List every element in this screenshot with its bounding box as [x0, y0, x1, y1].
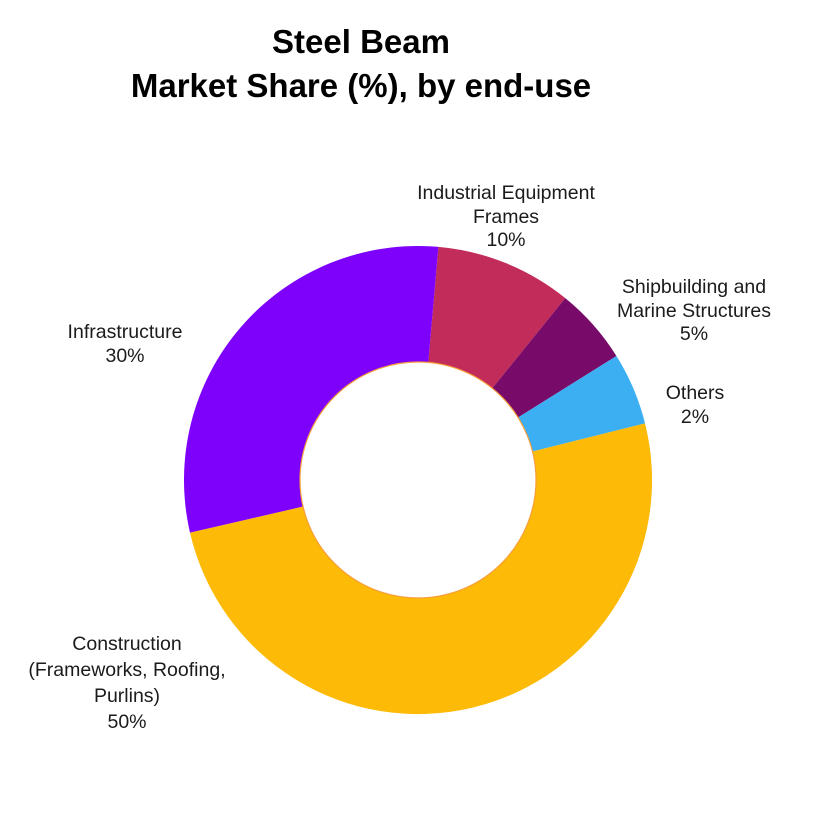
slice-label-shipbuilding-marine-structures: Shipbuilding and Marine Structures 5% — [617, 276, 771, 347]
slice-label-line: Marine Structures — [617, 299, 771, 322]
slice-label-industrial-equipment-frames: Industrial Equipment Frames 10% — [417, 182, 595, 253]
pie-slice-infrastructure[interactable] — [184, 246, 439, 533]
slice-label-others: Others 2% — [666, 382, 725, 429]
slice-label-infrastructure: Infrastructure 30% — [68, 321, 183, 368]
slice-label-line: (Frameworks, Roofing, — [28, 659, 226, 681]
slice-label-line: Infrastructure — [67, 321, 183, 343]
pie-slice-industrial-equipment-frames[interactable] — [428, 246, 566, 389]
slice-label-line: Others — [665, 382, 725, 404]
pie-slice-others[interactable] — [518, 356, 646, 452]
slice-label-line: 5% — [679, 323, 709, 345]
chart-title: Steel Beam Market Share (%), by end-use — [131, 20, 591, 108]
slice-label-line: Purlins) — [93, 685, 161, 707]
chart-title-line1: Steel Beam — [272, 23, 450, 60]
slice-label-line: Construction — [72, 633, 182, 655]
slice-label-construction: Construction (Frameworks, Roofing, Purlins… — [28, 631, 225, 735]
slice-label-line: 2% — [680, 405, 710, 428]
slice-label-line: 10% — [486, 229, 526, 251]
slice-label-line: 50% — [107, 711, 147, 733]
chart-title-line2: Market Share (%), by end-use — [130, 67, 592, 104]
slice-label-line: 30% — [105, 344, 145, 367]
slice-label-line: Shipbuilding and — [621, 276, 767, 298]
slice-label-line: Industrial Equipment — [417, 182, 595, 204]
slice-label-line: Frames — [472, 205, 540, 228]
donut-hole — [299, 361, 537, 599]
pie-slice-shipbuilding-marine-structures[interactable] — [492, 298, 617, 418]
pie-slice-construction[interactable] — [190, 423, 653, 715]
